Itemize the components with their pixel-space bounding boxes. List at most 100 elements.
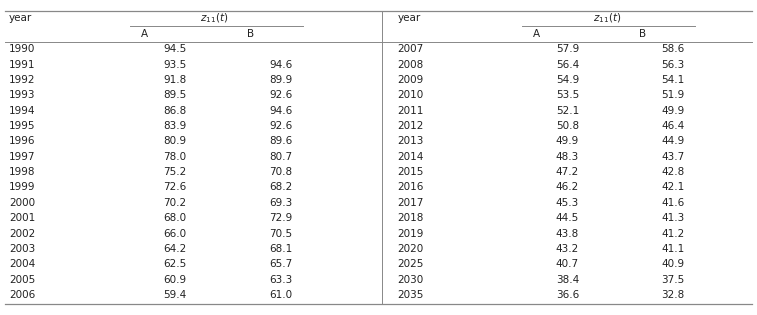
Text: 64.2: 64.2 <box>164 244 187 254</box>
Text: 70.5: 70.5 <box>269 229 292 238</box>
Text: 1995: 1995 <box>9 121 36 131</box>
Text: 58.6: 58.6 <box>662 44 684 54</box>
Text: 51.9: 51.9 <box>662 90 684 100</box>
Text: 49.9: 49.9 <box>662 106 684 116</box>
Text: 42.1: 42.1 <box>662 182 684 192</box>
Text: 43.2: 43.2 <box>556 244 579 254</box>
Text: 2030: 2030 <box>397 275 424 285</box>
Text: 46.4: 46.4 <box>662 121 684 131</box>
Text: 2019: 2019 <box>397 229 424 238</box>
Text: 1990: 1990 <box>9 44 36 54</box>
Text: 2003: 2003 <box>9 244 35 254</box>
Text: 2018: 2018 <box>397 213 424 223</box>
Text: 63.3: 63.3 <box>269 275 292 285</box>
Text: 89.5: 89.5 <box>164 90 187 100</box>
Text: 1998: 1998 <box>9 167 36 177</box>
Text: 38.4: 38.4 <box>556 275 579 285</box>
Text: 2017: 2017 <box>397 198 424 208</box>
Text: 32.8: 32.8 <box>662 290 684 300</box>
Text: 49.9: 49.9 <box>556 136 579 146</box>
Text: 56.3: 56.3 <box>662 60 684 70</box>
Text: 2007: 2007 <box>397 44 424 54</box>
Text: 36.6: 36.6 <box>556 290 579 300</box>
Text: 80.9: 80.9 <box>164 136 187 146</box>
Text: 2004: 2004 <box>9 259 35 269</box>
Text: 2020: 2020 <box>397 244 424 254</box>
Text: 41.3: 41.3 <box>662 213 684 223</box>
Text: 69.3: 69.3 <box>269 198 292 208</box>
Text: 42.8: 42.8 <box>662 167 684 177</box>
Text: 60.9: 60.9 <box>164 275 187 285</box>
Text: 2035: 2035 <box>397 290 424 300</box>
Text: 1992: 1992 <box>9 75 36 85</box>
Text: 56.4: 56.4 <box>556 60 579 70</box>
Text: 68.2: 68.2 <box>269 182 292 192</box>
Text: 92.6: 92.6 <box>269 121 292 131</box>
Text: A: A <box>141 29 148 39</box>
Text: 47.2: 47.2 <box>556 167 579 177</box>
Text: 41.6: 41.6 <box>662 198 684 208</box>
Text: 1994: 1994 <box>9 106 36 116</box>
Text: 59.4: 59.4 <box>164 290 187 300</box>
Text: 72.9: 72.9 <box>269 213 292 223</box>
Text: 48.3: 48.3 <box>556 152 579 162</box>
Text: B: B <box>639 29 646 39</box>
Text: 61.0: 61.0 <box>269 290 292 300</box>
Text: 1999: 1999 <box>9 182 36 192</box>
Text: 2006: 2006 <box>9 290 35 300</box>
Text: 43.7: 43.7 <box>662 152 684 162</box>
Text: 52.1: 52.1 <box>556 106 579 116</box>
Text: A: A <box>533 29 540 39</box>
Text: 83.9: 83.9 <box>164 121 187 131</box>
Text: 2016: 2016 <box>397 182 424 192</box>
Text: 2001: 2001 <box>9 213 35 223</box>
Text: 93.5: 93.5 <box>164 60 187 70</box>
Text: 2025: 2025 <box>397 259 424 269</box>
Text: 94.6: 94.6 <box>269 60 292 70</box>
Text: 72.6: 72.6 <box>164 182 187 192</box>
Text: 41.2: 41.2 <box>662 229 684 238</box>
Text: 89.6: 89.6 <box>269 136 292 146</box>
Text: 62.5: 62.5 <box>164 259 187 269</box>
Text: 68.0: 68.0 <box>164 213 187 223</box>
Text: 57.9: 57.9 <box>556 44 579 54</box>
Text: 2009: 2009 <box>397 75 424 85</box>
Text: 2000: 2000 <box>9 198 35 208</box>
Text: 54.9: 54.9 <box>556 75 579 85</box>
Text: 2005: 2005 <box>9 275 35 285</box>
Text: 91.8: 91.8 <box>164 75 187 85</box>
Text: 45.3: 45.3 <box>556 198 579 208</box>
Text: 70.2: 70.2 <box>164 198 187 208</box>
Text: 37.5: 37.5 <box>662 275 684 285</box>
Text: 65.7: 65.7 <box>269 259 292 269</box>
Text: 94.5: 94.5 <box>164 44 187 54</box>
Text: 1997: 1997 <box>9 152 36 162</box>
Text: 2013: 2013 <box>397 136 424 146</box>
Text: year: year <box>397 14 421 23</box>
Text: 92.6: 92.6 <box>269 90 292 100</box>
Text: $z_{11}(t)$: $z_{11}(t)$ <box>593 12 621 25</box>
Text: 78.0: 78.0 <box>164 152 187 162</box>
Text: 89.9: 89.9 <box>269 75 292 85</box>
Text: 1993: 1993 <box>9 90 36 100</box>
Text: 46.2: 46.2 <box>556 182 579 192</box>
Text: 2015: 2015 <box>397 167 424 177</box>
Text: $z_{11}(t)$: $z_{11}(t)$ <box>201 12 229 25</box>
Text: 80.7: 80.7 <box>269 152 292 162</box>
Text: 2011: 2011 <box>397 106 424 116</box>
Text: 66.0: 66.0 <box>164 229 187 238</box>
Text: B: B <box>247 29 254 39</box>
Text: 2014: 2014 <box>397 152 424 162</box>
Text: 41.1: 41.1 <box>662 244 684 254</box>
Text: year: year <box>9 14 33 23</box>
Text: 40.9: 40.9 <box>662 259 684 269</box>
Text: 94.6: 94.6 <box>269 106 292 116</box>
Text: 43.8: 43.8 <box>556 229 579 238</box>
Text: 70.8: 70.8 <box>269 167 292 177</box>
Text: 40.7: 40.7 <box>556 259 579 269</box>
Text: 50.8: 50.8 <box>556 121 579 131</box>
Text: 68.1: 68.1 <box>269 244 292 254</box>
Text: 86.8: 86.8 <box>164 106 187 116</box>
Text: 1991: 1991 <box>9 60 36 70</box>
Text: 44.9: 44.9 <box>662 136 684 146</box>
